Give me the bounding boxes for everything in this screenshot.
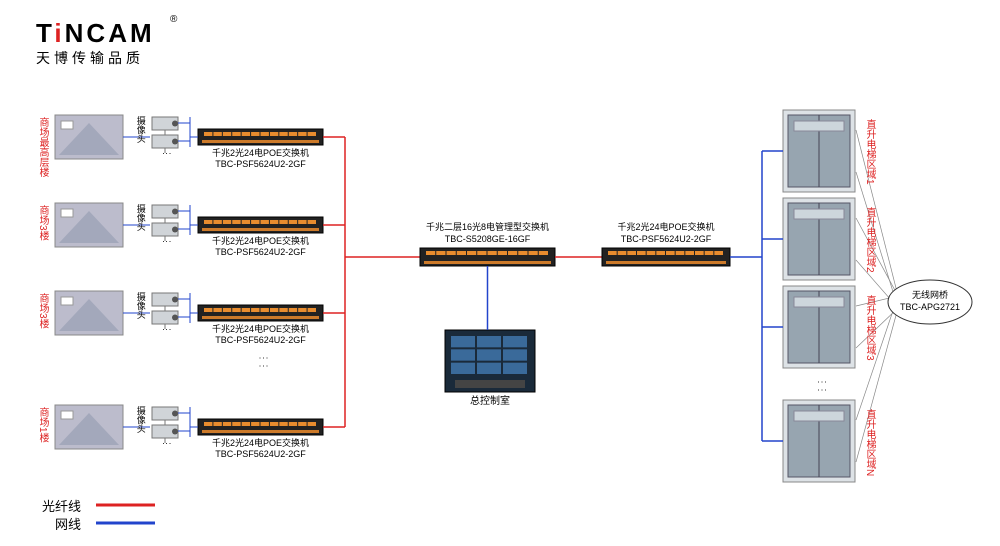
elev-label-1: 直升电梯区域2 [864, 207, 874, 273]
elev-label-0: 直升电梯区域1 [864, 119, 874, 185]
rsw-l2: TBC-PSF5624U2-2GF [597, 234, 735, 245]
mall-label-2: 商场3楼 [37, 293, 47, 329]
camera-label-0: 摄像头 [135, 116, 146, 143]
logo-reg: ® [170, 14, 177, 25]
poe-l1-3: 千兆2光24电POE交换机 [196, 438, 325, 449]
poe-l2-0: TBC-PSF5624U2-2GF [196, 159, 325, 170]
poe-l1-2: 千兆2光24电POE交换机 [196, 324, 325, 335]
poe-l2-1: TBC-PSF5624U2-2GF [196, 247, 325, 258]
core-l1: 千兆二层16光8电管理型交换机 [410, 222, 565, 233]
cam-dots-0: ⋮ [162, 149, 172, 156]
elev-label-3: 直升电梯区域N [864, 409, 874, 476]
rsw-l1: 千兆2光24电POE交换机 [597, 222, 735, 233]
legend-fiber-label: 光纤线 [42, 496, 81, 515]
logo-tagline: 天博传输品质 [36, 48, 144, 68]
mall-label-0: 商场最高层楼 [37, 117, 47, 177]
cam-dots-1: ⋮ [162, 237, 172, 244]
camera-label-1: 摄像头 [135, 204, 146, 231]
poe-l2-3: TBC-PSF5624U2-2GF [196, 449, 325, 460]
camera-label-3: 摄像头 [135, 406, 146, 433]
legend-net-label: 网线 [55, 514, 81, 533]
poe-l1-1: 千兆2光24电POE交换机 [196, 236, 325, 247]
mall-label-3: 商场1楼 [37, 407, 47, 443]
poe-l1-0: 千兆2光24电POE交换机 [196, 148, 325, 159]
camera-label-2: 摄像头 [135, 292, 146, 319]
elev-label-2: 直升电梯区域3 [864, 295, 874, 361]
left-gap-dots: ⋮⋮ [258, 353, 269, 369]
mall-label-1: 商场3楼 [37, 205, 47, 241]
logo-brand: TiNCAM [36, 18, 155, 49]
core-l2: TBC-S5208GE-16GF [410, 234, 565, 245]
elev-gap-dots: ⋮⋮ [816, 377, 827, 393]
control-room-label: 总控制室 [445, 396, 535, 408]
cam-dots-3: ⋮ [162, 439, 172, 446]
bridge-l1: 无线网桥 [890, 290, 970, 301]
cam-dots-2: ⋮ [162, 325, 172, 332]
bridge-l2: TBC-APG2721 [890, 302, 970, 313]
poe-l2-2: TBC-PSF5624U2-2GF [196, 335, 325, 346]
